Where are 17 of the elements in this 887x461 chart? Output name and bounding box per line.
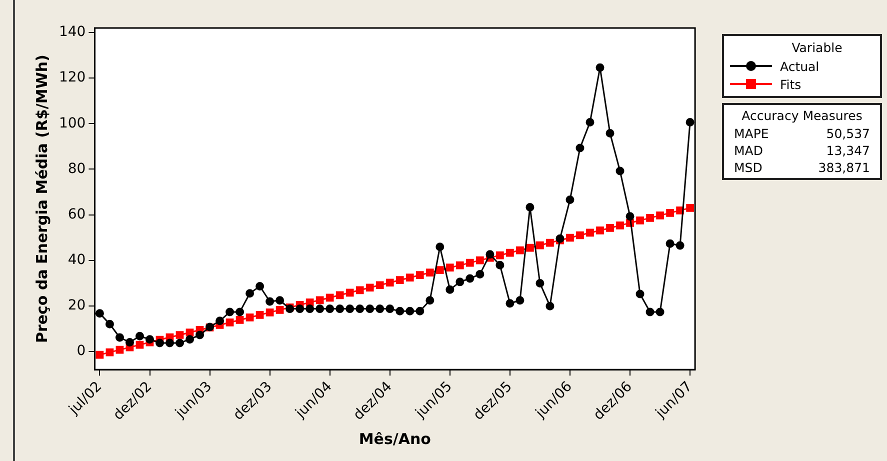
y-tick-label: 120 [58,70,86,86]
text: Accuracy Measures [740,107,864,125]
y-axis-title: Preço da Energia Média (R$/MWh) [32,54,51,344]
y-tick-label: 140 [58,24,86,40]
legend-label: Fits [780,76,802,92]
y-tick-label: 20 [68,297,86,314]
text: MAD 13,347 [734,143,870,158]
y-tick-label: 0 [76,343,86,360]
text: MSD 383,871 [734,160,870,175]
x-axis-title: Mês/Ano [358,430,431,448]
y-tick-label: 40 [68,252,86,268]
y-tick-label: 80 [68,160,86,177]
legend-title: Variable [790,39,844,57]
text: MAPE 50,537 [734,126,870,141]
y-tick-label: 60 [68,206,86,222]
y-tick-label: 100 [58,115,86,132]
legend-label: Actual [780,58,820,74]
